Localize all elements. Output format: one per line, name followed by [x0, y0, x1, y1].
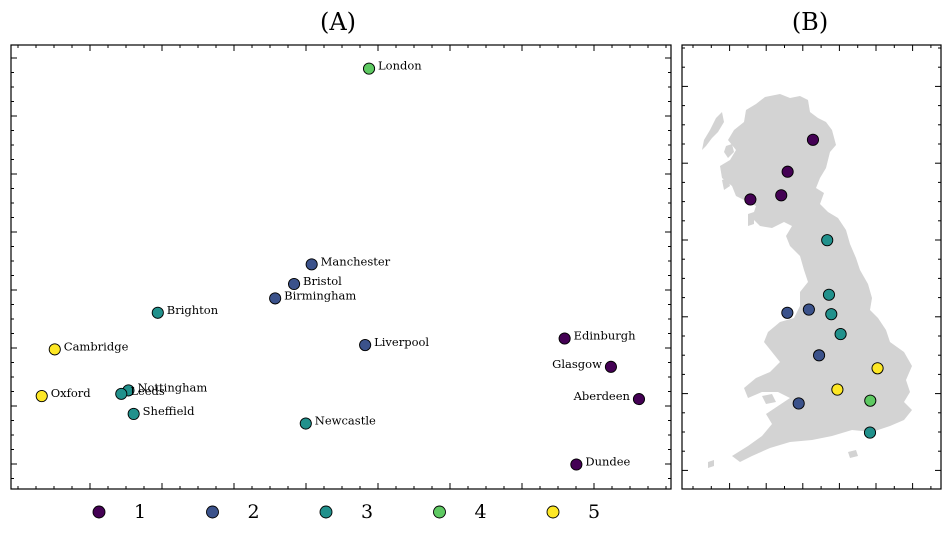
- label-a-newcastle: Newcastle: [315, 414, 376, 428]
- point-a-cambridge: [48, 343, 61, 356]
- gb-land-shape: [720, 94, 912, 462]
- panel-a-ticks: [11, 45, 671, 489]
- panel-a-title: (A): [320, 8, 356, 36]
- point-b-bristol: [792, 397, 805, 410]
- point-a-sheffield: [127, 407, 140, 420]
- point-b-manchester: [802, 303, 815, 316]
- label-a-sheffield: Sheffield: [143, 404, 195, 418]
- point-b-london: [864, 394, 877, 407]
- panel-b-frame: [681, 44, 942, 490]
- outer-hebrides-island: [702, 112, 724, 150]
- point-b-cambridge: [871, 362, 884, 375]
- arran-island: [748, 212, 754, 226]
- isle-of-wight: [848, 450, 858, 458]
- legend-marker-2: [206, 505, 219, 519]
- point-a-manchester: [305, 258, 318, 271]
- legend-label-4: 4: [475, 501, 487, 523]
- legend-label-1: 1: [134, 501, 146, 523]
- legend-label-2: 2: [248, 501, 260, 523]
- legend-marker-4: [433, 505, 446, 519]
- label-a-london: London: [378, 59, 422, 73]
- label-a-manchester: Manchester: [321, 254, 391, 268]
- cluster-legend: 1 2 3 4 5: [92, 501, 600, 523]
- point-b-leeds: [822, 288, 836, 301]
- label-a-cambridge: Cambridge: [64, 339, 129, 353]
- point-a-bristol: [288, 277, 301, 291]
- panel-b-points: [744, 133, 884, 439]
- point-b-liverpool: [781, 306, 794, 319]
- point-a-london: [362, 62, 376, 75]
- point-b-dundee: [781, 165, 794, 178]
- panel-a-frame: [10, 44, 672, 490]
- mull-island: [722, 178, 730, 190]
- scilly-island: [708, 460, 714, 468]
- point-a-leeds: [115, 387, 128, 400]
- panel-b-title: (B): [792, 8, 828, 36]
- point-b-aberdeen: [806, 133, 820, 146]
- point-a-aberdeen: [632, 393, 646, 406]
- anglesey-island: [762, 394, 776, 404]
- label-a-leeds: Leeds: [130, 384, 165, 398]
- label-a-birmingham: Birmingham: [284, 288, 356, 302]
- point-b-oxford: [831, 383, 844, 396]
- label-a-liverpool: Liverpool: [374, 335, 429, 349]
- skye-island: [724, 144, 734, 158]
- legend-marker-5: [546, 505, 560, 519]
- point-b-brighton: [863, 426, 877, 439]
- label-a-aberdeen: Aberdeen: [573, 389, 631, 403]
- legend-marker-3: [319, 505, 333, 519]
- legend-label-3: 3: [361, 501, 373, 523]
- label-a-oxford: Oxford: [51, 386, 92, 400]
- point-b-glasgow: [744, 193, 757, 206]
- point-a-newcastle: [299, 417, 312, 430]
- point-a-liverpool: [359, 338, 372, 352]
- point-a-oxford: [35, 390, 48, 403]
- label-a-nottingham: Nottingham: [137, 380, 207, 394]
- point-b-nottingham: [834, 328, 847, 341]
- point-b-newcastle: [821, 234, 834, 247]
- legend-label-5: 5: [588, 501, 600, 523]
- point-a-edinburgh: [558, 332, 571, 345]
- great-britain-landmass: [702, 94, 912, 468]
- label-a-bristol: Bristol: [303, 274, 342, 288]
- point-b-birmingham: [813, 349, 826, 362]
- label-a-glasgow: Glasgow: [552, 357, 602, 371]
- legend-marker-1: [92, 505, 106, 519]
- panel-b-map: [681, 44, 942, 490]
- point-a-dundee: [570, 458, 583, 471]
- point-b-sheffield: [825, 308, 838, 321]
- label-a-brighton: Brighton: [167, 303, 219, 317]
- point-a-birmingham: [269, 292, 282, 305]
- point-b-edinburgh: [775, 189, 788, 202]
- point-a-brighton: [151, 306, 164, 319]
- label-a-dundee: Dundee: [585, 455, 630, 469]
- point-a-glasgow: [604, 360, 617, 373]
- panel-b-ticks: [682, 45, 941, 489]
- label-a-edinburgh: Edinburgh: [574, 329, 636, 343]
